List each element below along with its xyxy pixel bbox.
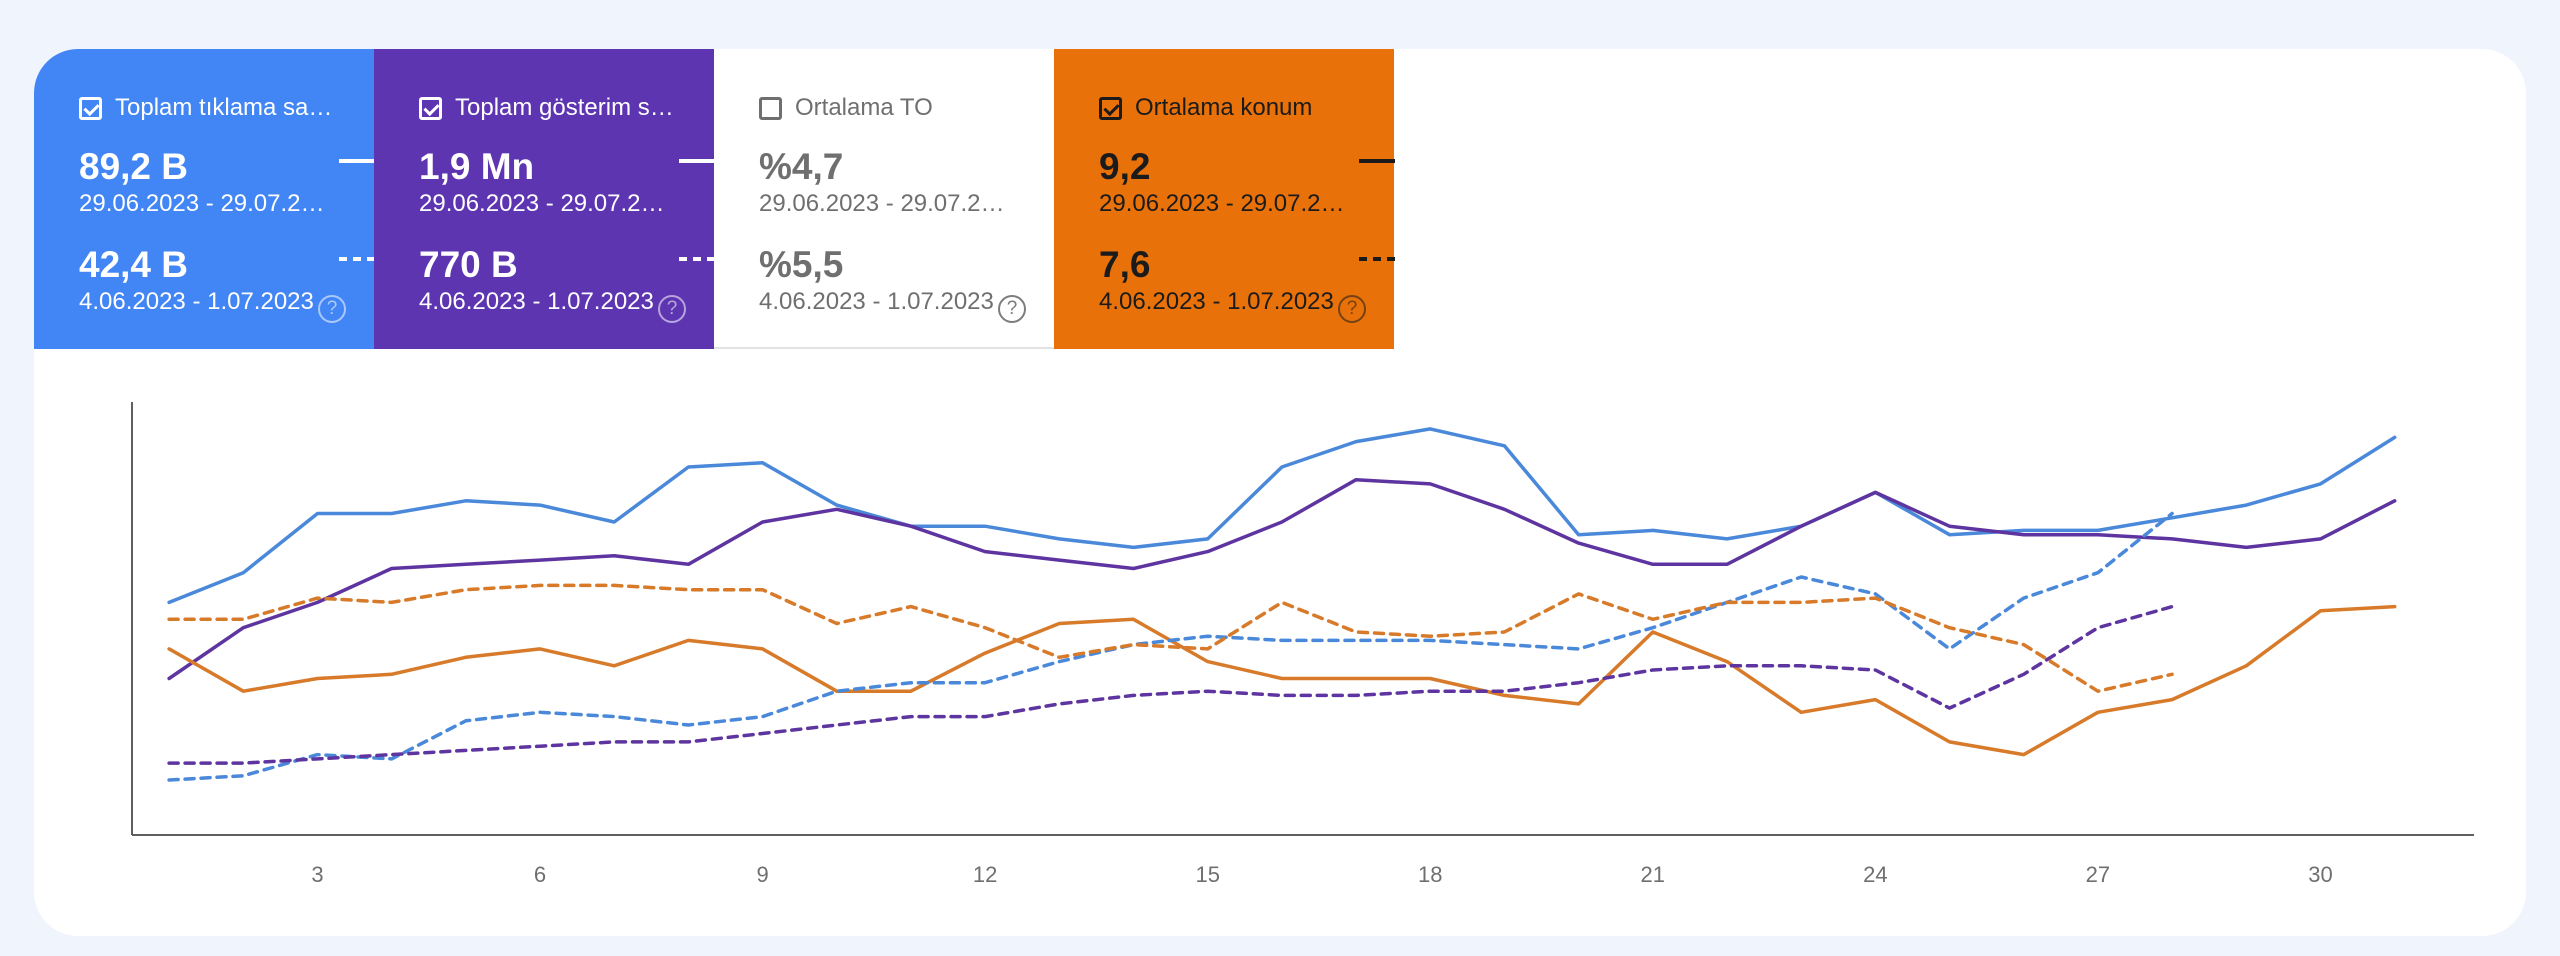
card-header[interactable]: Toplam gösterim sayısı <box>419 93 714 123</box>
previous-value-row: %5,5 <box>759 243 1054 287</box>
card-header[interactable]: Ortalama TO <box>759 93 1054 123</box>
current-value-row: %4,7 <box>759 145 1054 189</box>
x-tick-label: 6 <box>534 862 546 887</box>
checkbox-icon[interactable] <box>1099 96 1122 120</box>
dashed-line-legend-icon <box>679 257 715 261</box>
x-tick-label: 15 <box>1195 862 1219 887</box>
series-layer <box>167 427 2397 782</box>
series-line-3 <box>167 511 2174 782</box>
x-tick-label: 9 <box>756 862 768 887</box>
series-line-4 <box>167 604 2174 765</box>
x-tick-label: 30 <box>2308 862 2332 887</box>
current-value: 9,2 <box>1099 146 1151 187</box>
card-total-clicks[interactable]: Toplam tıklama sayısı 89,2 B 29.06.2023 … <box>34 49 375 349</box>
series-line-0 <box>167 427 2397 605</box>
help-icon[interactable]: ? <box>1338 295 1366 323</box>
checkbox-icon[interactable] <box>79 96 102 120</box>
current-value-row: 1,9 Mn <box>419 145 715 189</box>
previous-value: %5,5 <box>759 244 844 285</box>
solid-line-legend-icon <box>339 159 375 163</box>
card-header[interactable]: Toplam tıklama sayısı <box>79 93 374 123</box>
current-value: 1,9 Mn <box>419 146 535 187</box>
card-total-impressions[interactable]: Toplam gösterim sayısı 1,9 Mn 29.06.2023… <box>374 49 715 349</box>
help-icon[interactable]: ? <box>998 295 1026 323</box>
series-line-1 <box>167 477 2397 681</box>
help-icon[interactable]: ? <box>318 295 346 323</box>
previous-value: 7,6 <box>1099 244 1151 285</box>
current-value-row: 89,2 B <box>79 145 375 189</box>
current-value-row: 9,2 <box>1099 145 1395 189</box>
previous-value: 42,4 B <box>79 244 189 285</box>
dashed-line-legend-icon <box>339 257 375 261</box>
current-value: %4,7 <box>759 146 844 187</box>
series-line-5 <box>167 583 2174 693</box>
x-tick-label: 3 <box>311 862 323 887</box>
card-average-ctr[interactable]: Ortalama TO %4,7 29.06.2023 - 29.07.2023… <box>714 49 1054 349</box>
help-icon[interactable]: ? <box>658 295 686 323</box>
x-tick-label: 27 <box>2086 862 2110 887</box>
x-tick-label: 21 <box>1641 862 1665 887</box>
solid-line-legend-icon <box>1359 159 1395 163</box>
x-tick-label: 12 <box>973 862 997 887</box>
solid-line-legend-icon <box>679 159 715 163</box>
current-value: 89,2 B <box>79 146 189 187</box>
card-header[interactable]: Ortalama konum <box>1099 93 1394 123</box>
metric-cards: Toplam tıklama sayısı 89,2 B 29.06.2023 … <box>34 49 1395 349</box>
checkbox-icon[interactable] <box>759 96 782 120</box>
previous-value-row: 42,4 B <box>79 243 375 287</box>
x-tick-label: 18 <box>1418 862 1442 887</box>
previous-value-row: 7,6 <box>1099 243 1395 287</box>
dashed-line-legend-icon <box>1359 257 1395 261</box>
x-tick-labels: 3 6 9 12 15 18 21 24 27 30 <box>311 862 2332 887</box>
checkbox-icon[interactable] <box>419 96 442 120</box>
previous-value-row: 770 B <box>419 243 715 287</box>
performance-line-chart: 3 6 9 12 15 18 21 24 27 30 <box>131 402 2474 887</box>
previous-value: 770 B <box>419 244 518 285</box>
series-line-2 <box>167 604 2397 757</box>
performance-panel: Toplam tıklama sayısı 89,2 B 29.06.2023 … <box>34 49 2526 936</box>
x-tick-label: 24 <box>1863 862 1887 887</box>
card-average-position[interactable]: Ortalama konum 9,2 29.06.2023 - 29.07.20… <box>1054 49 1395 349</box>
